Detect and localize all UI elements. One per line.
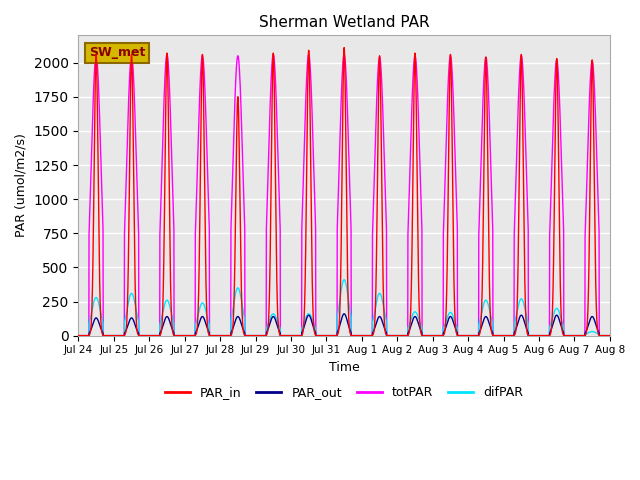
difPAR [606, 333, 614, 338]
PAR_in [166, 279, 174, 285]
totPAR [278, 333, 286, 338]
PAR_in [135, 333, 143, 338]
PAR_in [596, 333, 604, 338]
PAR_out [340, 311, 348, 317]
Line: difPAR: difPAR [79, 280, 610, 336]
Y-axis label: PAR (umol/m2/s): PAR (umol/m2/s) [15, 133, 28, 238]
totPAR [163, 51, 171, 57]
totPAR [538, 333, 546, 338]
difPAR [538, 333, 546, 338]
totPAR [606, 333, 614, 338]
totPAR [301, 109, 309, 115]
difPAR [75, 333, 83, 338]
totPAR [75, 333, 83, 338]
Line: PAR_in: PAR_in [79, 48, 610, 336]
totPAR [596, 333, 604, 338]
PAR_in [278, 333, 286, 338]
Legend: PAR_in, PAR_out, totPAR, difPAR: PAR_in, PAR_out, totPAR, difPAR [160, 382, 529, 405]
PAR_in [75, 333, 83, 338]
totPAR [167, 120, 175, 126]
PAR_out [606, 333, 614, 338]
Line: PAR_out: PAR_out [79, 314, 610, 336]
PAR_in [538, 333, 546, 338]
PAR_out [166, 321, 174, 327]
difPAR [135, 333, 143, 338]
Title: Sherman Wetland PAR: Sherman Wetland PAR [259, 15, 429, 30]
PAR_in [606, 333, 614, 338]
difPAR [166, 306, 174, 312]
PAR_out [301, 320, 309, 326]
PAR_out [538, 333, 546, 338]
PAR_in [340, 45, 348, 50]
totPAR [135, 333, 143, 338]
PAR_out [135, 333, 143, 338]
Line: totPAR: totPAR [79, 54, 610, 336]
difPAR [278, 333, 286, 338]
PAR_out [75, 333, 83, 338]
difPAR [301, 316, 309, 322]
PAR_out [278, 333, 286, 338]
difPAR [596, 333, 604, 338]
PAR_out [596, 333, 604, 338]
Text: SW_met: SW_met [89, 47, 145, 60]
PAR_in [301, 278, 309, 284]
X-axis label: Time: Time [329, 361, 360, 374]
difPAR [340, 277, 348, 283]
